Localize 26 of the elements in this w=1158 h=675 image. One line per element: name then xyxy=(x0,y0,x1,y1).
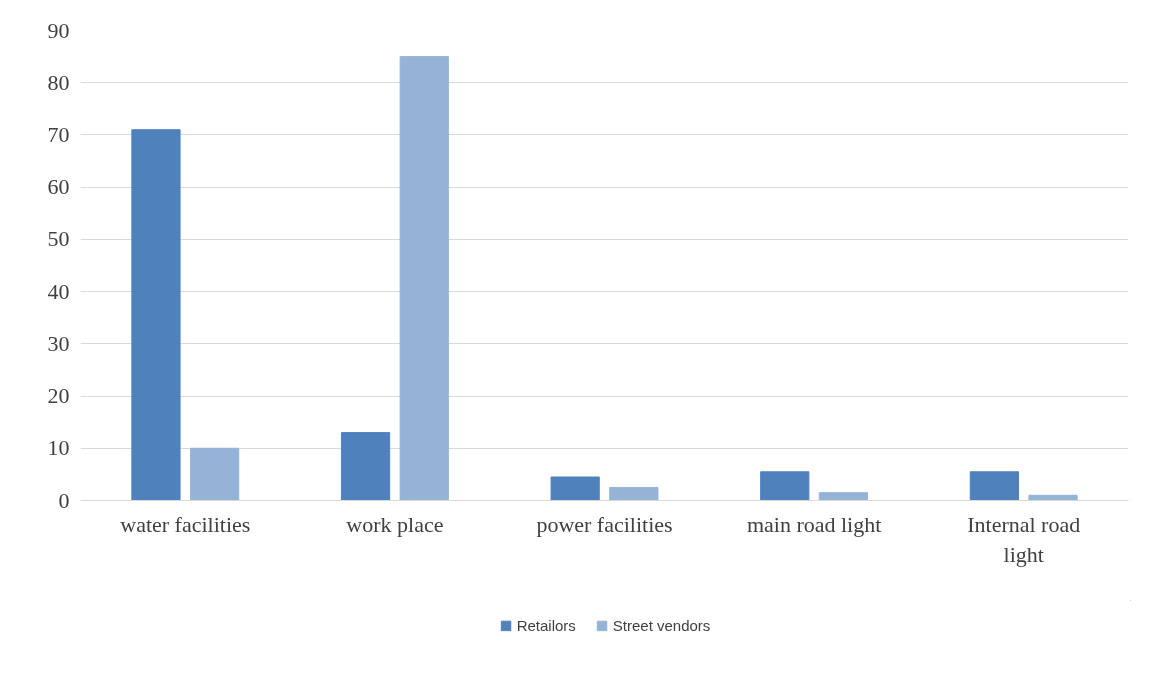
x-tick-label: water facilities xyxy=(120,511,251,537)
legend-label: Street vendors xyxy=(612,616,711,634)
bar xyxy=(190,447,240,501)
y-tick-label: 30 xyxy=(47,330,70,356)
x-tick-label: main road light xyxy=(746,511,882,537)
bar xyxy=(818,492,869,501)
y-tick-label: 80 xyxy=(47,69,70,95)
bar xyxy=(969,471,1019,501)
x-tick-label: Internal road light xyxy=(967,511,1081,567)
bar xyxy=(399,56,449,501)
bar xyxy=(609,486,659,501)
y-tick-label: 90 xyxy=(47,17,70,43)
y-tick-label: 0 xyxy=(58,487,70,513)
bar xyxy=(340,432,391,501)
x-tick-label: power facilities xyxy=(536,511,673,537)
y-tick-label: 20 xyxy=(47,383,70,409)
y-tick-label: 40 xyxy=(47,278,70,304)
bar xyxy=(550,476,600,501)
bar xyxy=(131,129,181,501)
bar xyxy=(760,471,810,501)
y-tick-label: 70 xyxy=(47,121,70,147)
y-tick-label: 60 xyxy=(47,174,70,200)
legend-label: Retailors xyxy=(516,616,576,634)
y-tick-label: 10 xyxy=(47,435,70,461)
x-tick-label: work place xyxy=(346,511,444,537)
y-tick-label: 50 xyxy=(47,226,70,252)
